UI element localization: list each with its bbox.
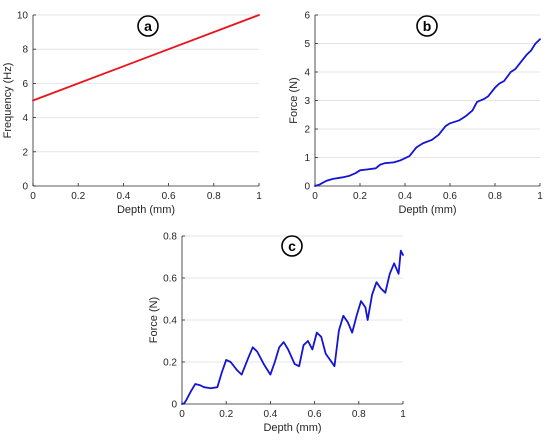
y-tick-label: 2 <box>22 147 28 158</box>
x-tick-label: 0.8 <box>352 409 366 420</box>
badge-letter: c <box>288 238 296 254</box>
badge-circle <box>137 15 159 37</box>
x-tick-label: 0.6 <box>308 409 322 420</box>
chart-panel-c: 0 0.2 0.4 0.6 0.8 0 0.2 0.4 0.6 0.8 1 Depth (mm) For… <box>148 232 406 435</box>
series-line-c-0 <box>181 249 404 405</box>
x-tick-label: 0.8 <box>488 191 502 202</box>
series-line-b-0 <box>314 38 541 187</box>
badge-circle <box>281 235 303 257</box>
x-tick-label: 0.8 <box>207 191 221 202</box>
chart-panel-b: 0 1 2 3 4 5 6 0 0.2 0.4 0.6 0.8 1 Depth (mm) Force (N)… <box>288 11 543 217</box>
x-tick-label: 0.4 <box>263 409 277 420</box>
x-tick-label: 0 <box>179 409 185 420</box>
panel-label-badge: a <box>137 15 159 37</box>
badge-letter: a <box>144 18 152 34</box>
panel-label-badge: c <box>281 235 303 257</box>
x-axis-label: Depth (mm) <box>398 204 456 216</box>
series-line-a-0 <box>32 14 260 102</box>
y-tick-label: 6 <box>304 11 310 22</box>
y-tick-label: 10 <box>17 11 29 22</box>
x-tick-label: 0.2 <box>219 409 233 420</box>
x-tick-label: 0.6 <box>162 191 176 202</box>
y-tick-label: 0 <box>304 182 310 193</box>
y-tick-label: 4 <box>22 113 28 124</box>
y-tick-label: 6 <box>22 79 28 90</box>
y-tick-label: 0.8 <box>163 232 177 243</box>
chart-panel-a: 0 2 4 6 8 10 0 0.2 0.4 0.6 0.8 1 Depth (mm) Frequency… <box>2 11 262 217</box>
x-tick-label: 0.2 <box>71 191 85 202</box>
x-axis-label: Depth (mm) <box>117 204 175 216</box>
x-axis-label: Depth (mm) <box>263 422 321 434</box>
x-tick-label: 0 <box>30 191 36 202</box>
y-tick-label: 3 <box>304 96 310 107</box>
y-tick-label: 0.4 <box>163 316 177 327</box>
x-tick-label: 0.4 <box>116 191 130 202</box>
y-tick-label: 4 <box>304 68 310 79</box>
y-axis-label: Force (N) <box>148 297 160 343</box>
x-tick-label: 0.6 <box>443 191 457 202</box>
badge-circle <box>416 15 438 37</box>
badge-letter: b <box>423 18 432 34</box>
y-tick-label: 0.6 <box>163 274 177 285</box>
y-tick-label: 0 <box>22 182 28 193</box>
y-axis-label: Frequency (Hz) <box>2 63 14 139</box>
y-axis-label: Force (N) <box>288 77 300 123</box>
x-tick-label: 0.2 <box>353 191 367 202</box>
x-tick-label: 1 <box>256 191 262 202</box>
y-tick-label: 1 <box>304 153 310 164</box>
x-tick-label: 1 <box>400 409 406 420</box>
y-tick-label: 0 <box>171 400 177 411</box>
y-tick-label: 2 <box>304 125 310 136</box>
y-tick-label: 8 <box>22 45 28 56</box>
panel-label-badge: b <box>416 15 438 37</box>
y-tick-label: 5 <box>304 39 310 50</box>
x-tick-label: 1 <box>537 191 543 202</box>
y-tick-label: 0.2 <box>163 358 177 369</box>
x-tick-label: 0 <box>312 191 318 202</box>
x-tick-label: 0.4 <box>398 191 412 202</box>
